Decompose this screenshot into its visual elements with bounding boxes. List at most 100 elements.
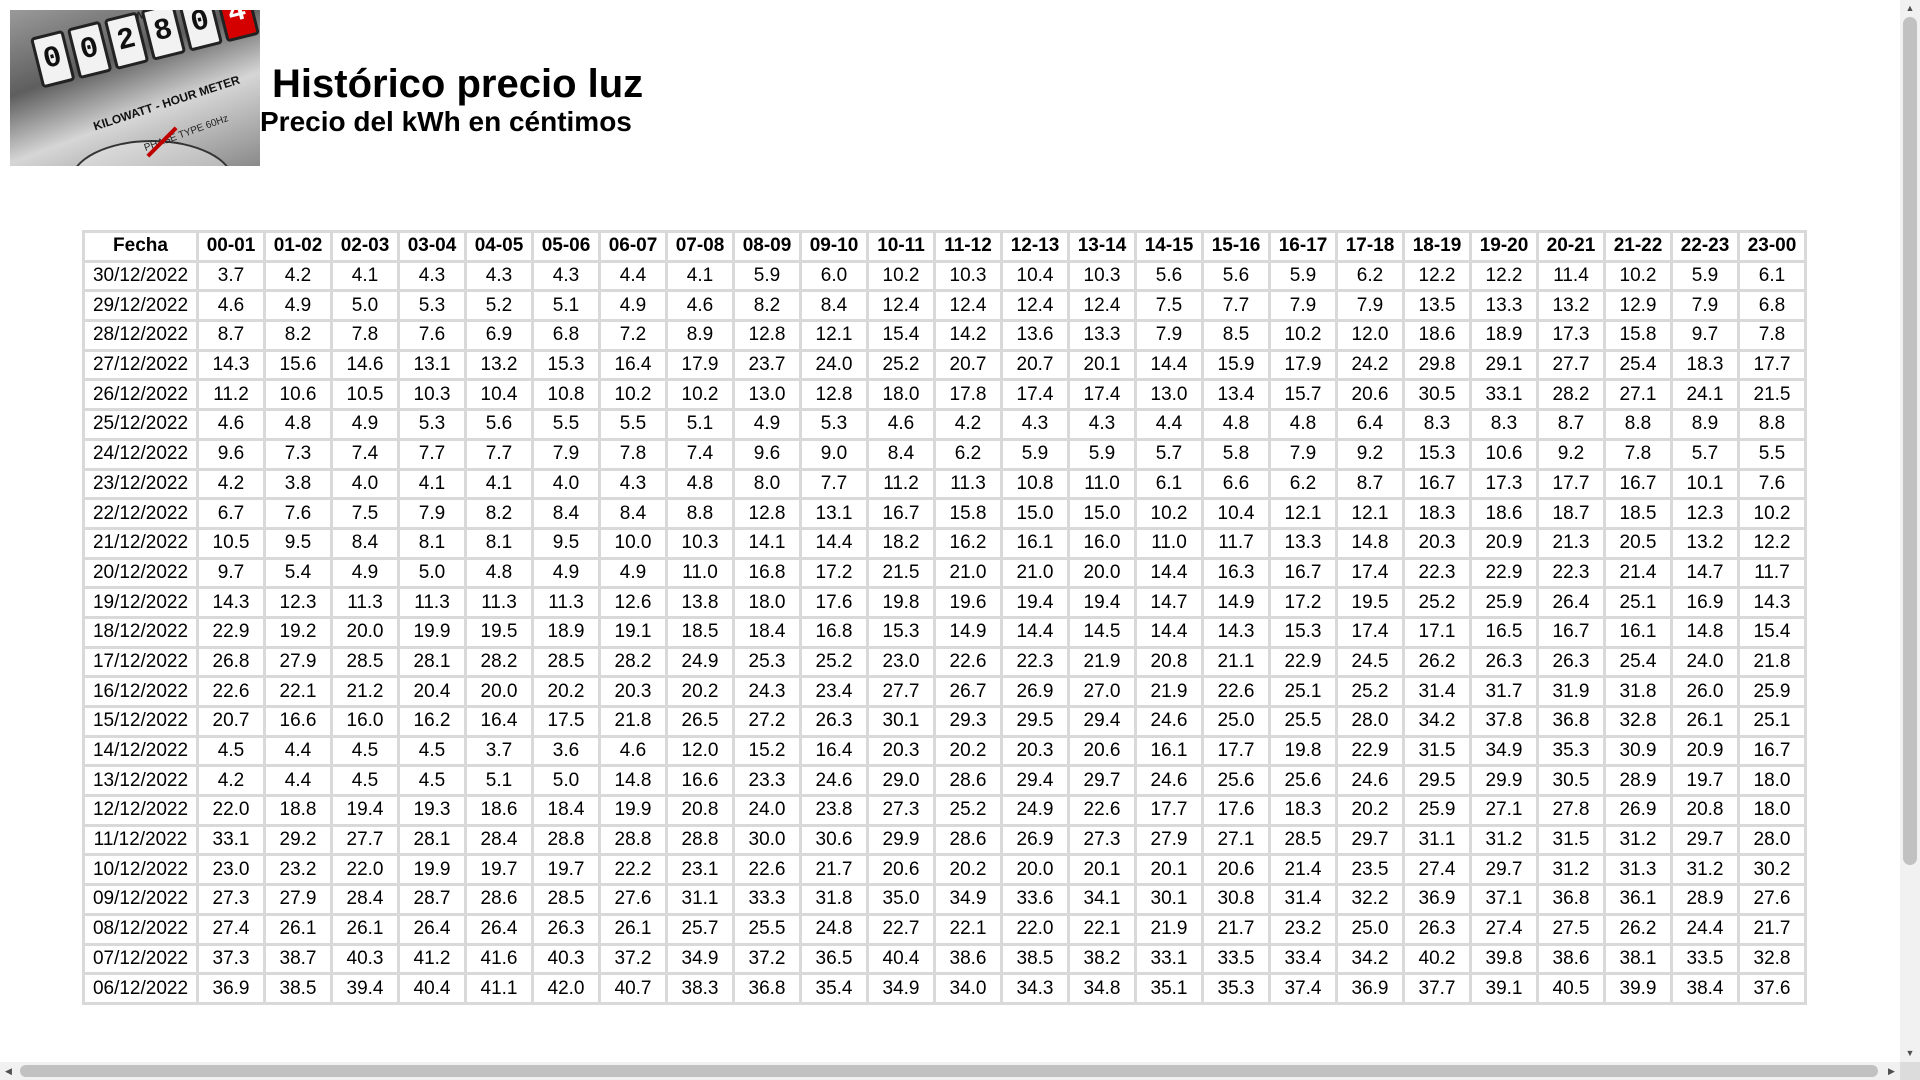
vertical-scroll-thumb[interactable]: [1903, 17, 1917, 865]
price-cell: 33.4: [1271, 945, 1335, 973]
price-cell: 14.8: [601, 767, 665, 795]
column-header-hour: 17-18: [1338, 233, 1402, 260]
price-cell: 17.5: [534, 708, 598, 735]
price-cell: 18.0: [1740, 767, 1804, 795]
price-cell: 10.4: [1003, 262, 1067, 290]
price-cell: 20.8: [668, 797, 732, 824]
price-cell: 8.5: [1204, 322, 1268, 349]
price-cell: 20.1: [1137, 856, 1201, 884]
table-row: 25/12/2022 4.6 4.8 4.9 5.3 5.6 5.5 5.5 5.1 4.9 5.3…: [85, 411, 1804, 438]
price-cell: 29.8: [1405, 351, 1469, 379]
price-cell: 36.8: [1539, 886, 1603, 913]
price-cell: 22.7: [869, 915, 933, 943]
price-cell: 34.9: [1472, 737, 1536, 765]
price-cell: 16.4: [802, 737, 866, 765]
price-cell: 10.3: [668, 529, 732, 557]
horizontal-scroll-thumb[interactable]: [20, 1065, 1878, 1077]
price-cell: 5.7: [1137, 440, 1201, 468]
price-cell: 20.0: [333, 618, 397, 646]
price-cell: 23.8: [802, 797, 866, 824]
price-cell: 20.9: [1673, 737, 1737, 765]
price-cell: 18.6: [1472, 500, 1536, 527]
price-cell: 38.6: [1539, 945, 1603, 973]
price-cell: 31.5: [1405, 737, 1469, 765]
price-cell: 12.1: [802, 322, 866, 349]
price-cell: 31.2: [1472, 826, 1536, 854]
date-cell: 22/12/2022: [85, 500, 196, 527]
table-row: 09/12/2022 27.3 27.9 28.4 28.7 28.6 28.5 27.6 31…: [85, 886, 1804, 913]
price-cell: 14.8: [1338, 529, 1402, 557]
price-cell: 28.5: [534, 886, 598, 913]
price-cell: 37.3: [199, 945, 263, 973]
price-cell: 28.5: [534, 648, 598, 676]
table-row: 21/12/2022 10.5 9.5 8.4 8.1 8.1 9.5 10.0 10.3 14.…: [85, 529, 1804, 557]
price-cell: 34.0: [936, 975, 1000, 1002]
price-cell: 11.0: [1137, 529, 1201, 557]
table-row: 20/12/2022 9.7 5.4 4.9 5.0 4.8 4.9 4.9 11.0 16.8 1…: [85, 559, 1804, 587]
price-cell: 17.7: [1204, 737, 1268, 765]
price-cell: 34.9: [668, 945, 732, 973]
price-cell: 12.8: [735, 500, 799, 527]
price-cell: 18.0: [869, 381, 933, 409]
scroll-down-arrow-icon[interactable]: ▼: [1905, 1048, 1915, 1058]
column-header-hour: 01-02: [266, 233, 330, 260]
price-cell: 28.7: [400, 886, 464, 913]
price-cell: 10.4: [467, 381, 531, 409]
price-cell: 31.4: [1271, 886, 1335, 913]
price-cell: 21.3: [1539, 529, 1603, 557]
column-header-hour: 04-05: [467, 233, 531, 260]
price-cell: 10.2: [1137, 500, 1201, 527]
date-cell: 09/12/2022: [85, 886, 196, 913]
price-cell: 8.9: [1673, 411, 1737, 438]
price-cell: 17.7: [1539, 470, 1603, 498]
price-cell: 4.1: [333, 262, 397, 290]
price-cell: 34.8: [1070, 975, 1134, 1002]
price-cell: 6.1: [1740, 262, 1804, 290]
price-cell: 22.0: [199, 797, 263, 824]
price-cell: 7.9: [534, 440, 598, 468]
date-cell: 18/12/2022: [85, 618, 196, 646]
price-cell: 4.0: [333, 470, 397, 498]
price-cell: 29.2: [266, 826, 330, 854]
price-cell: 30.1: [869, 708, 933, 735]
price-cell: 9.0: [802, 440, 866, 468]
price-cell: 27.4: [1405, 856, 1469, 884]
price-cell: 23.0: [199, 856, 263, 884]
page-title: Histórico precio luz: [272, 62, 644, 106]
price-cell: 28.5: [333, 648, 397, 676]
price-cell: 7.4: [668, 440, 732, 468]
price-cell: 22.6: [199, 678, 263, 705]
scroll-right-arrow-icon[interactable]: ▶: [1888, 1066, 1895, 1076]
price-cell: 5.8: [1204, 440, 1268, 468]
price-cell: 5.1: [467, 767, 531, 795]
table-row: 07/12/2022 37.3 38.7 40.3 41.2 41.6 40.3 37.2 34…: [85, 945, 1804, 973]
scroll-up-arrow-icon[interactable]: ▲: [1905, 3, 1915, 13]
price-cell: 7.8: [1606, 440, 1670, 468]
price-cell: 5.0: [333, 292, 397, 320]
price-cell: 12.0: [1338, 322, 1402, 349]
price-cell: 17.2: [802, 559, 866, 587]
price-cell: 20.2: [1338, 797, 1402, 824]
scroll-left-arrow-icon[interactable]: ◀: [5, 1066, 12, 1076]
price-cell: 26.4: [400, 915, 464, 943]
price-cell: 17.1: [1405, 618, 1469, 646]
price-cell: 28.6: [936, 826, 1000, 854]
price-cell: 29.4: [1070, 708, 1134, 735]
vertical-scrollbar[interactable]: ▲ ▼: [1900, 0, 1920, 1062]
price-cell: 20.3: [601, 678, 665, 705]
price-cell: 35.1: [1137, 975, 1201, 1002]
price-cell: 16.8: [802, 618, 866, 646]
price-cell: 22.6: [735, 856, 799, 884]
price-cell: 17.7: [1740, 351, 1804, 379]
price-cell: 32.8: [1606, 708, 1670, 735]
column-header-hour: 21-22: [1606, 233, 1670, 260]
price-cell: 5.9: [1271, 262, 1335, 290]
price-cell: 36.8: [735, 975, 799, 1002]
price-cell: 27.9: [266, 886, 330, 913]
horizontal-scrollbar[interactable]: ◀ ▶: [0, 1062, 1900, 1080]
price-cell: 8.4: [601, 500, 665, 527]
price-cell: 41.2: [400, 945, 464, 973]
price-cell: 26.3: [1539, 648, 1603, 676]
price-cell: 8.8: [1740, 411, 1804, 438]
price-cell: 23.4: [802, 678, 866, 705]
